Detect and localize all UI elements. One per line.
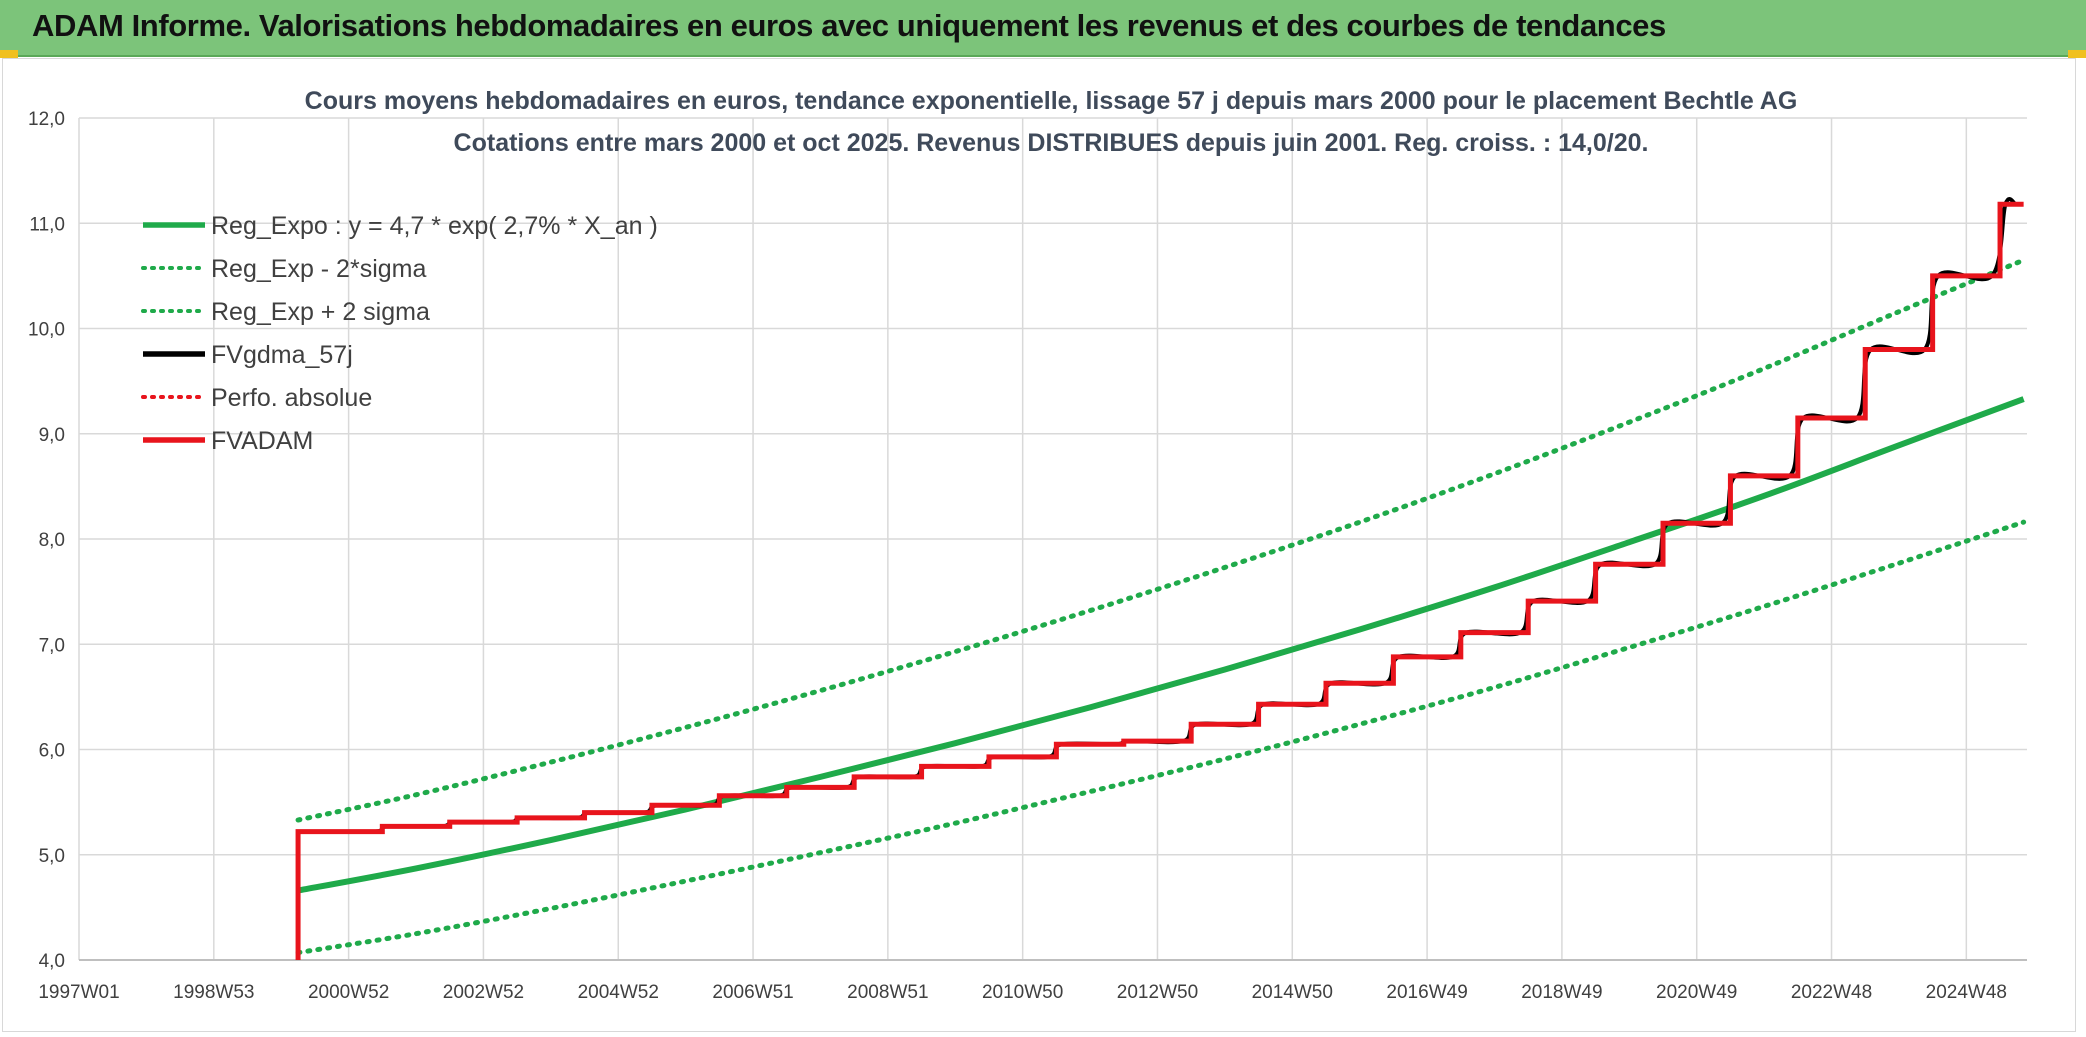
series-line-fvadam <box>295 201 2024 960</box>
y-tick-label: 12,0 <box>28 109 65 130</box>
x-tick-label: 2020W49 <box>1656 982 1737 1003</box>
series-layer <box>295 197 2027 960</box>
y-tick-label: 5,0 <box>39 846 65 867</box>
series-line-reg-expo <box>297 396 2025 894</box>
series-line-fvgdma <box>303 197 2017 834</box>
x-tick-label: 2014W50 <box>1252 982 1333 1003</box>
x-tick-label: 2016W49 <box>1386 982 1467 1003</box>
legend-label: Reg_Exp + 2 sigma <box>211 298 430 326</box>
x-tick-label: 2006W51 <box>712 982 793 1003</box>
legend-label: FVgdma_57j <box>211 341 353 369</box>
title-layer: Cours moyens hebdomadaires en euros, ten… <box>305 87 1798 157</box>
x-tick-label: 2024W48 <box>1926 982 2007 1003</box>
y-tick-label: 9,0 <box>39 425 65 446</box>
x-tick-label: 1998W53 <box>173 982 254 1003</box>
x-tick-label: 2002W52 <box>443 982 524 1003</box>
legend-entry: FVADAM <box>143 427 313 455</box>
x-tick-label: 2010W50 <box>982 982 1063 1003</box>
report-title: ADAM Informe. Valorisations hebdomadaire… <box>32 8 1666 43</box>
legend-entry: Perfo. absolue <box>141 384 372 412</box>
series-line-reg-sigma <box>295 257 2027 823</box>
axis-layer: 4,0 5,0 6,0 7,0 8,0 9,0 10,0 11,0 12,0 1997W01 199… <box>28 109 2027 1003</box>
legend-entry: FVgdma_57j <box>143 341 353 369</box>
chart-area: 4,0 5,0 6,0 7,0 8,0 9,0 10,0 11,0 12,0 1997W01 199… <box>2 58 2076 1032</box>
legend-entry: Reg_Exp - 2*sigma <box>141 255 426 283</box>
corner-marker-right <box>2068 50 2086 58</box>
chart-legend: Reg_Expo : y = 4,7 * exp( 2,7% * X_an ) R… <box>141 212 658 455</box>
x-tick-label: 1997W01 <box>38 982 119 1003</box>
y-tick-label: 8,0 <box>39 530 65 551</box>
chart-subtitle: Cotations entre mars 2000 et oct 2025. R… <box>454 129 1649 157</box>
y-tick-label: 11,0 <box>29 214 65 235</box>
legend-label: Perfo. absolue <box>211 384 372 412</box>
legend-label: Reg_Expo : y = 4,7 * exp( 2,7% * X_an ) <box>211 212 658 240</box>
x-tick-label: 2022W48 <box>1791 982 1872 1003</box>
x-tick-label: 2004W52 <box>578 982 659 1003</box>
y-tick-label: 6,0 <box>39 741 65 762</box>
legend-label: Reg_Exp - 2*sigma <box>211 255 426 283</box>
legend-entry: Reg_Expo : y = 4,7 * exp( 2,7% * X_an ) <box>143 212 658 240</box>
x-tick-label: 2018W49 <box>1521 982 1602 1003</box>
corner-marker-left <box>0 50 18 58</box>
chart-title: Cours moyens hebdomadaires en euros, ten… <box>305 87 1798 115</box>
x-tick-label: 2000W52 <box>308 982 389 1003</box>
y-tick-label: 10,0 <box>28 320 65 341</box>
y-tick-label: 7,0 <box>39 635 65 656</box>
x-tick-label: 2012W50 <box>1117 982 1198 1003</box>
legend-entry: Reg_Exp + 2 sigma <box>141 298 430 326</box>
y-tick-label: 4,0 <box>39 951 65 972</box>
grid-layer <box>78 117 2027 961</box>
report-banner: ADAM Informe. Valorisations hebdomadaire… <box>0 0 2086 57</box>
chart-svg: 4,0 5,0 6,0 7,0 8,0 9,0 10,0 11,0 12,0 1997W01 199… <box>28 87 2027 1003</box>
series-line-reg-sigma <box>295 519 2027 956</box>
legend-label: FVADAM <box>211 427 313 455</box>
x-tick-label: 2008W51 <box>847 982 928 1003</box>
